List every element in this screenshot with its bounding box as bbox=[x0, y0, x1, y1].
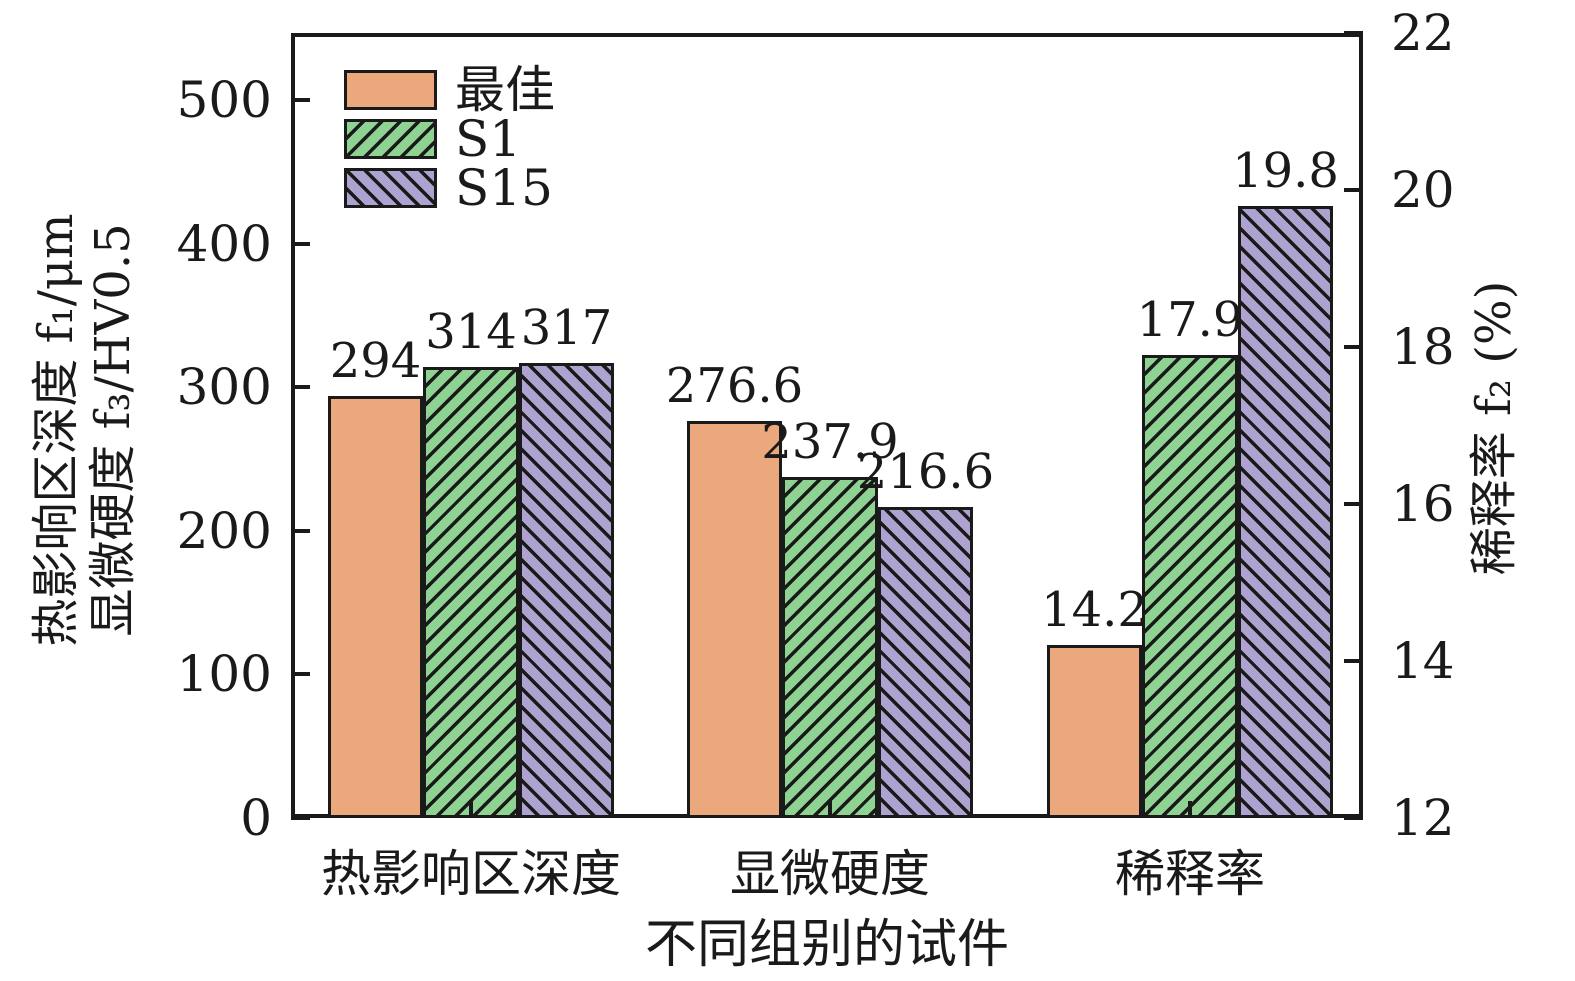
x-axis-tick bbox=[828, 801, 832, 818]
right-axis-tick-label: 20 bbox=[1391, 161, 1455, 219]
left-axis-tick-label: 400 bbox=[176, 214, 272, 273]
bar-S1-热影响区深度 bbox=[423, 367, 519, 818]
legend-label: S1 bbox=[455, 110, 522, 168]
left-axis-tick bbox=[291, 528, 310, 533]
legend-item: 最佳 bbox=[344, 61, 555, 119]
legend-swatch-S1 bbox=[344, 119, 437, 159]
x-axis-category-label: 热影响区深度 bbox=[321, 845, 621, 903]
legend-swatch-S15 bbox=[344, 168, 437, 208]
left-axis-tick-label: 200 bbox=[176, 501, 272, 560]
left-y-axis-title-line1: 热影响区深度 f₁/μm bbox=[28, 213, 84, 647]
bar-value-label: 317 bbox=[520, 300, 613, 357]
x-axis-category-label: 稀释率 bbox=[1115, 845, 1265, 903]
right-axis-tick bbox=[1344, 816, 1363, 820]
left-axis-tick-label: 100 bbox=[176, 645, 272, 704]
bar-最佳-热影响区深度 bbox=[327, 396, 424, 818]
bar-value-label: 17.9 bbox=[1136, 291, 1244, 348]
x-axis-tick bbox=[469, 801, 473, 818]
right-axis-tick-label: 22 bbox=[1391, 4, 1455, 62]
bar-S15-热影响区深度 bbox=[518, 363, 615, 818]
right-axis-tick-label: 18 bbox=[1391, 318, 1455, 376]
legend-item: S15 bbox=[344, 159, 555, 217]
left-axis-tick-label: 300 bbox=[176, 358, 272, 417]
right-axis-tick-label: 12 bbox=[1391, 789, 1455, 847]
bar-S15-显微硬度 bbox=[877, 507, 974, 818]
right-axis-tick bbox=[1344, 345, 1363, 349]
bar-value-label: 216.6 bbox=[856, 444, 995, 501]
bar-value-label: 237.9 bbox=[761, 413, 899, 470]
left-axis-tick-label: 500 bbox=[176, 71, 272, 130]
bar-value-label: 294 bbox=[329, 333, 422, 390]
left-y-axis-title: 热影响区深度 f₁/μm 显微硬度 f₃/HV0.5 bbox=[28, 213, 142, 646]
left-axis-tick bbox=[291, 816, 310, 820]
legend-item: S1 bbox=[344, 110, 555, 168]
right-axis-tick-label: 16 bbox=[1391, 475, 1455, 533]
x-axis-tick bbox=[1188, 801, 1192, 818]
x-axis-category-label: 显微硬度 bbox=[730, 845, 930, 903]
bar-最佳-显微硬度 bbox=[686, 421, 783, 818]
left-axis-tick-label: 0 bbox=[240, 789, 272, 847]
bar-S1-稀释率 bbox=[1142, 354, 1238, 818]
legend-swatch-最佳 bbox=[344, 70, 437, 110]
right-axis-tick bbox=[1344, 31, 1363, 35]
left-axis-tick bbox=[291, 241, 310, 246]
bar-value-label: 14.2 bbox=[1041, 582, 1148, 639]
bar-最佳-稀释率 bbox=[1046, 645, 1143, 818]
legend: 最佳 S1 S15 bbox=[344, 61, 555, 217]
left-y-axis-title-line2: 显微硬度 f₃/HV0.5 bbox=[85, 223, 141, 637]
left-axis-tick bbox=[291, 672, 310, 677]
bar-value-label: 276.6 bbox=[665, 358, 804, 415]
legend-label: 最佳 bbox=[455, 61, 555, 119]
right-axis-tick bbox=[1344, 188, 1363, 192]
bar-S1-显微硬度 bbox=[782, 476, 878, 818]
legend-label: S15 bbox=[455, 159, 553, 217]
right-axis-tick-label: 14 bbox=[1391, 632, 1455, 690]
right-axis-tick bbox=[1344, 502, 1363, 506]
bar-value-label: 19.8 bbox=[1232, 142, 1339, 199]
left-axis-tick bbox=[291, 98, 310, 103]
bar-S15-稀释率 bbox=[1237, 205, 1334, 818]
right-y-axis-title: 稀释率 f₂ (%) bbox=[1466, 280, 1522, 576]
bar-value-label: 314 bbox=[425, 304, 517, 361]
left-axis-tick bbox=[291, 385, 310, 390]
x-axis-title: 不同组别的试件 bbox=[644, 915, 1010, 975]
right-axis-tick bbox=[1344, 659, 1363, 663]
